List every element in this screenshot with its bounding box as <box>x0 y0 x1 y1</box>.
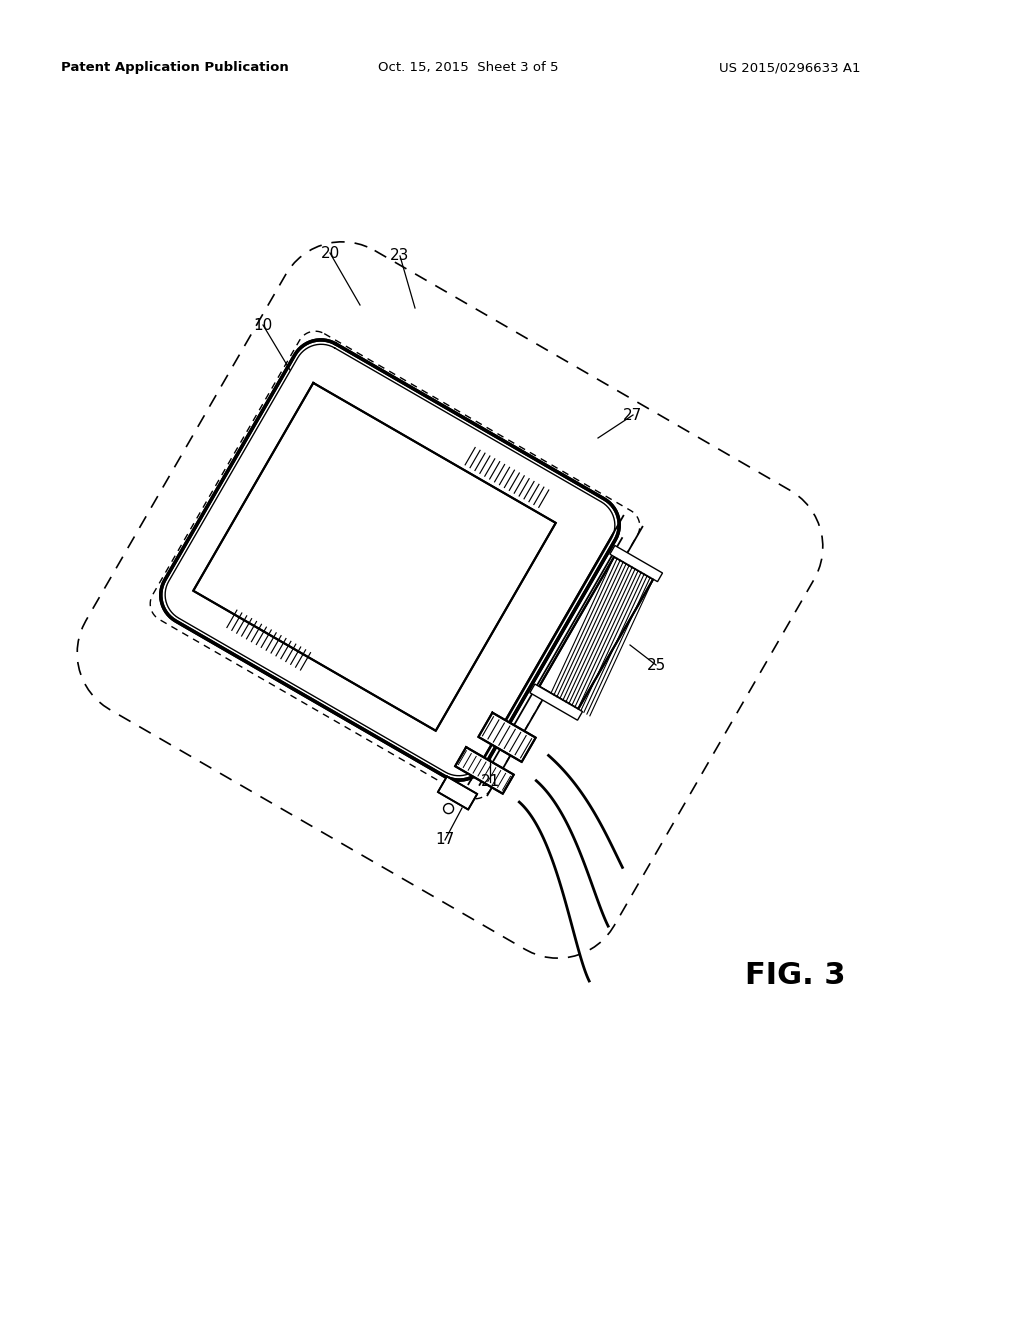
Polygon shape <box>540 557 653 709</box>
Polygon shape <box>455 747 514 793</box>
Text: FIG. 3: FIG. 3 <box>744 961 845 990</box>
Text: 17: 17 <box>435 833 455 847</box>
Polygon shape <box>478 713 536 762</box>
Text: Patent Application Publication: Patent Application Publication <box>61 62 289 74</box>
Text: 27: 27 <box>624 408 643 422</box>
Text: 23: 23 <box>390 248 410 264</box>
Text: 25: 25 <box>646 657 666 672</box>
Text: Oct. 15, 2015  Sheet 3 of 5: Oct. 15, 2015 Sheet 3 of 5 <box>378 62 558 74</box>
Text: 21: 21 <box>480 775 500 789</box>
Text: 10: 10 <box>253 318 272 333</box>
Text: US 2015/0296633 A1: US 2015/0296633 A1 <box>719 62 861 74</box>
Polygon shape <box>161 341 620 780</box>
Polygon shape <box>610 545 663 582</box>
Polygon shape <box>438 776 477 809</box>
Polygon shape <box>529 684 583 721</box>
Polygon shape <box>194 383 556 731</box>
Text: 20: 20 <box>321 246 340 260</box>
